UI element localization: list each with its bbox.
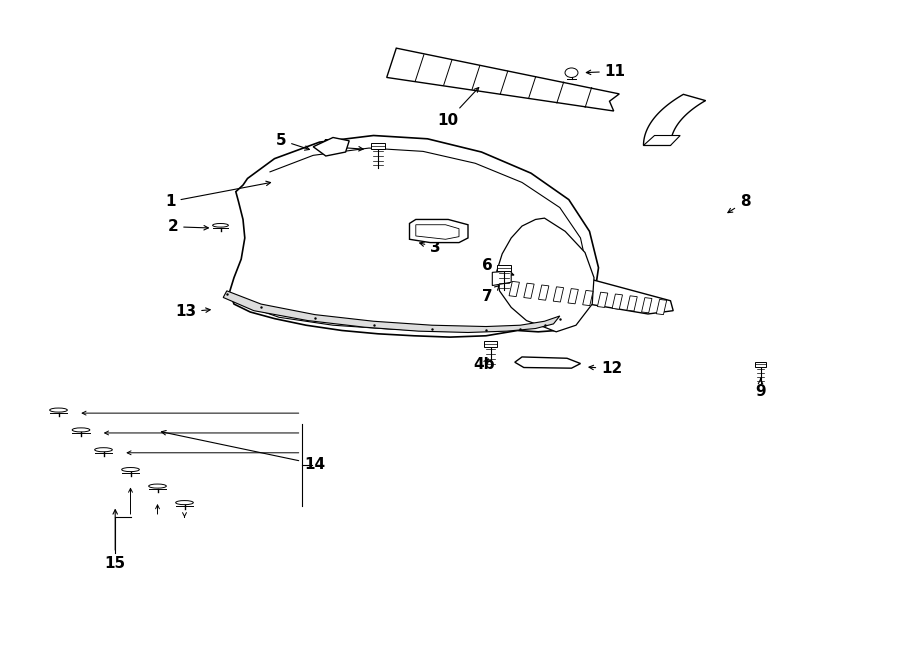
Polygon shape — [509, 282, 519, 297]
Text: 7: 7 — [482, 286, 500, 303]
Polygon shape — [492, 271, 511, 286]
Bar — [497, 265, 511, 271]
Polygon shape — [410, 219, 468, 243]
Polygon shape — [508, 264, 673, 314]
Bar — [755, 362, 766, 367]
Polygon shape — [515, 357, 580, 368]
Text: 15: 15 — [104, 510, 126, 570]
Polygon shape — [656, 299, 667, 315]
Ellipse shape — [94, 447, 112, 451]
Ellipse shape — [176, 500, 194, 504]
Circle shape — [565, 68, 578, 77]
Polygon shape — [554, 287, 563, 302]
Text: 6: 6 — [482, 258, 514, 276]
Ellipse shape — [122, 467, 140, 471]
Polygon shape — [598, 292, 608, 307]
Text: 10: 10 — [437, 87, 479, 128]
Text: 4b: 4b — [473, 358, 495, 372]
Polygon shape — [230, 136, 598, 337]
Text: 2: 2 — [167, 219, 209, 234]
Text: 8: 8 — [728, 194, 751, 213]
Polygon shape — [644, 136, 680, 145]
Polygon shape — [568, 289, 579, 304]
Ellipse shape — [72, 428, 90, 432]
Polygon shape — [612, 294, 623, 309]
Polygon shape — [642, 297, 652, 313]
Text: 4a: 4a — [320, 139, 364, 154]
Text: 3: 3 — [419, 240, 441, 254]
Polygon shape — [387, 48, 619, 111]
Text: 14: 14 — [161, 430, 325, 471]
Polygon shape — [627, 296, 637, 311]
Text: 13: 13 — [176, 305, 211, 319]
Polygon shape — [582, 290, 593, 305]
Polygon shape — [497, 218, 594, 332]
Text: 12: 12 — [589, 362, 623, 376]
Polygon shape — [313, 137, 349, 156]
Bar — [371, 143, 385, 149]
Ellipse shape — [148, 484, 166, 488]
Text: 11: 11 — [586, 64, 625, 79]
Polygon shape — [644, 95, 706, 145]
Polygon shape — [538, 285, 549, 300]
Text: 9: 9 — [755, 378, 766, 399]
Text: 1: 1 — [165, 181, 271, 209]
Bar — [483, 341, 498, 347]
Ellipse shape — [50, 408, 68, 412]
Polygon shape — [223, 291, 560, 332]
Text: 5: 5 — [275, 133, 310, 150]
Polygon shape — [416, 225, 459, 239]
Polygon shape — [524, 283, 534, 298]
Ellipse shape — [212, 223, 229, 227]
